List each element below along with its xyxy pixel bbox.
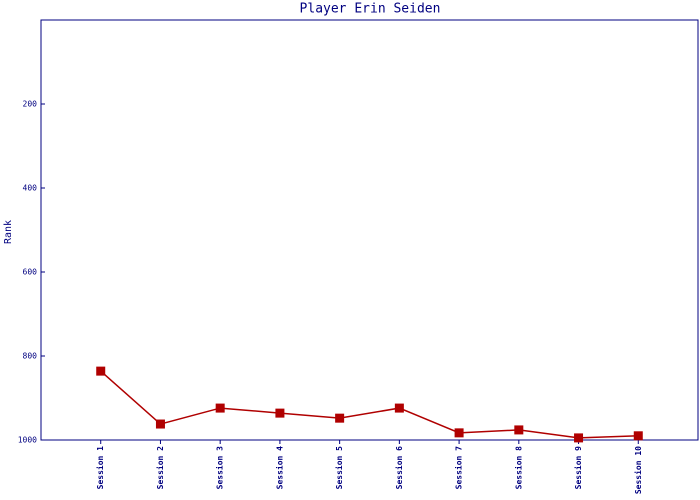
point-marker [454,428,464,438]
y-tick-label: 200 [23,100,38,109]
point-marker [275,408,285,418]
point-marker [215,403,225,413]
y-tick-label: 400 [23,184,38,193]
plot-frame [40,19,699,441]
x-tick-label: Session 4 [274,446,284,490]
chart-title: Player Erin Seiden [300,2,441,17]
x-tick-label: Session 2 [155,446,165,490]
point-marker [574,433,584,443]
point-marker [394,403,404,413]
point-marker [335,413,345,423]
x-tick-label: Session 7 [454,446,464,490]
point-marker [96,366,106,376]
x-tick-label: Session 10 [633,446,643,494]
x-tick-label: Session 5 [334,446,344,490]
y-tick-label: 600 [23,268,38,277]
x-tick-label: Session 3 [215,446,225,490]
y-axis-label: Rank [3,220,14,244]
point-marker [633,431,643,441]
point-marker [514,425,524,435]
x-tick-label: Session 9 [573,446,583,490]
point-marker [155,419,165,429]
x-tick-label: Session 6 [394,446,404,490]
y-tick-label: 1000 [18,436,37,445]
series-line [100,370,639,439]
x-tick-label: Session 8 [513,446,523,490]
y-tick-label: 800 [23,352,38,361]
x-tick-label: Session 1 [95,446,105,490]
